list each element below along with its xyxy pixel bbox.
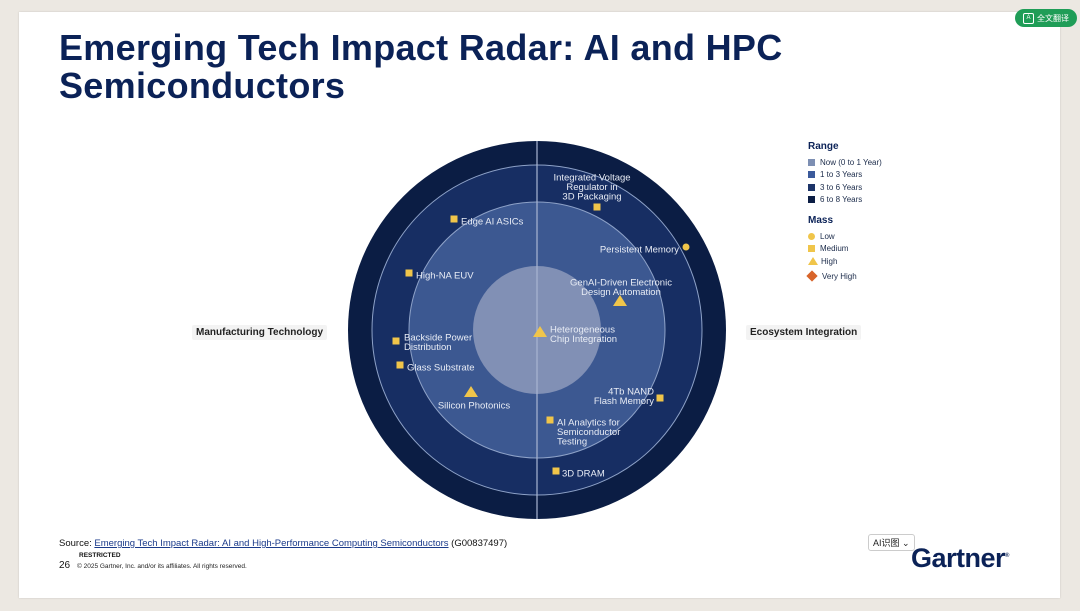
tech-label: Distribution	[404, 342, 452, 353]
tech-label: Persistent Memory	[600, 245, 679, 256]
tech-label: Heterogeneous	[550, 325, 615, 336]
legend-mass-item: Low	[808, 230, 882, 243]
medium-mass-square-icon	[396, 361, 404, 369]
title-line-2: Semiconductors	[59, 65, 346, 106]
legend-range-label: Now (0 to 1 Year)	[820, 157, 882, 167]
source-link[interactable]: Emerging Tech Impact Radar: AI and High-…	[94, 538, 449, 549]
tech-label: 4Tb NAND	[608, 387, 654, 398]
medium-mass-square-icon	[450, 215, 458, 223]
legend-range-item: 1 to 3 Years	[808, 169, 882, 182]
legend: Range Now (0 to 1 Year) 1 to 3 Years 3 to …	[806, 141, 882, 285]
tech-label: Chip Integration	[550, 334, 617, 345]
medium-mass-square-icon	[552, 467, 560, 475]
medium-mass-square-icon	[546, 416, 554, 424]
legend-mass-list: Low Medium High Very High	[806, 230, 882, 285]
high-mass-triangle-icon	[613, 295, 627, 306]
source-id: (G00837497)	[448, 538, 508, 549]
gartner-logo: Gartner®	[911, 543, 1009, 574]
legend-mass-title: Mass	[808, 215, 834, 226]
tech-label: Backside Power	[404, 333, 472, 344]
slide: Emerging Tech Impact Radar: AI and HPC S…	[19, 12, 1060, 598]
tech-label: Semiconductor	[557, 427, 620, 438]
medium-mass-square-icon	[405, 269, 413, 277]
tech-label: Silicon Photonics	[438, 401, 511, 412]
tech-marker: Edge AI ASICs	[450, 215, 524, 228]
tech-label: Edge AI ASICs	[461, 217, 524, 228]
legend-mass-label: Low	[820, 231, 835, 241]
legend-range-item: 3 to 6 Years	[808, 181, 882, 194]
tech-label: GenAI-Driven Electronic	[570, 278, 672, 289]
legend-range-title: Range	[808, 141, 839, 152]
high-mass-triangle-icon	[533, 326, 547, 337]
translate-label: 全文翻译	[1037, 13, 1069, 23]
legend-range-item: 6 to 8 Years	[808, 194, 882, 207]
legend-mass-label: High	[821, 256, 838, 266]
legend-mass-item: Medium	[808, 243, 882, 256]
tech-label: Integrated Voltage	[553, 173, 630, 184]
translate-icon: A	[1023, 12, 1034, 24]
restricted-label: RESTRICTED	[79, 552, 121, 559]
medium-mass-square-icon	[656, 394, 664, 402]
page-number: 26	[59, 560, 71, 571]
legend-range-label: 1 to 3 Years	[820, 170, 863, 180]
tech-label: 3D DRAM	[562, 469, 605, 480]
tech-marker: High-NA EUV	[405, 269, 474, 282]
tech-marker: Persistent Memory	[600, 243, 690, 256]
axis-label-manufacturing: Manufacturing Technology	[192, 325, 328, 340]
source-prefix: Source:	[59, 538, 95, 549]
tech-label: Testing	[557, 437, 587, 448]
diamond-icon	[806, 270, 818, 282]
tech-label: 3D Packaging	[562, 192, 621, 203]
range-swatch-icon	[808, 171, 815, 179]
gartner-logo-mark: ®	[1005, 553, 1009, 559]
tech-label: AI Analytics for	[557, 418, 620, 429]
low-mass-circle-icon	[682, 243, 690, 251]
medium-mass-square-icon	[392, 337, 400, 345]
source-line: Source: Emerging Tech Impact Radar: AI a…	[59, 538, 507, 549]
tech-marker: Silicon Photonics	[438, 386, 511, 412]
tech-label: Glass Substrate	[407, 363, 475, 374]
tech-label: High-NA EUV	[416, 271, 474, 282]
range-swatch-icon	[808, 183, 815, 191]
tech-label: Flash Memory	[594, 396, 654, 407]
tech-marker: Glass Substrate	[396, 361, 475, 374]
axis-label-ecosystem: Ecosystem Integration	[746, 325, 862, 340]
legend-mass-label: Medium	[820, 244, 849, 254]
legend-mass-label: Very High	[822, 271, 857, 281]
legend-range-label: 3 to 6 Years	[820, 182, 863, 192]
high-mass-triangle-icon	[464, 386, 478, 397]
medium-mass-square-icon	[593, 203, 601, 211]
gartner-logo-text: Gartner	[911, 543, 1006, 573]
legend-mass-item: High	[808, 255, 882, 268]
tech-marker: 3D DRAM	[552, 467, 605, 480]
ai-recognize-button[interactable]: AI识图 ⌄	[868, 534, 915, 551]
page-title: Emerging Tech Impact Radar: AI and HPC S…	[59, 29, 879, 105]
tech-label: Design Automation	[581, 287, 661, 298]
legend-range-label: 6 to 8 Years	[820, 195, 863, 205]
range-swatch-icon	[808, 196, 815, 204]
square-icon	[808, 245, 815, 253]
translate-button[interactable]: A 全文翻译	[1015, 9, 1077, 27]
legend-range-item: Now (0 to 1 Year)	[808, 156, 882, 169]
title-line-1: Emerging Tech Impact Radar: AI and HPC	[59, 27, 783, 68]
tech-label: Regulator in	[566, 182, 617, 193]
copyright: © 2025 Gartner, Inc. and/or its affiliat…	[77, 563, 247, 570]
triangle-icon	[808, 257, 818, 266]
legend-range-list: Now (0 to 1 Year) 1 to 3 Years 3 to 6 Year…	[808, 156, 882, 206]
range-swatch-icon	[808, 158, 815, 166]
circle-icon	[808, 232, 815, 240]
legend-mass-item: Very High	[806, 268, 882, 285]
